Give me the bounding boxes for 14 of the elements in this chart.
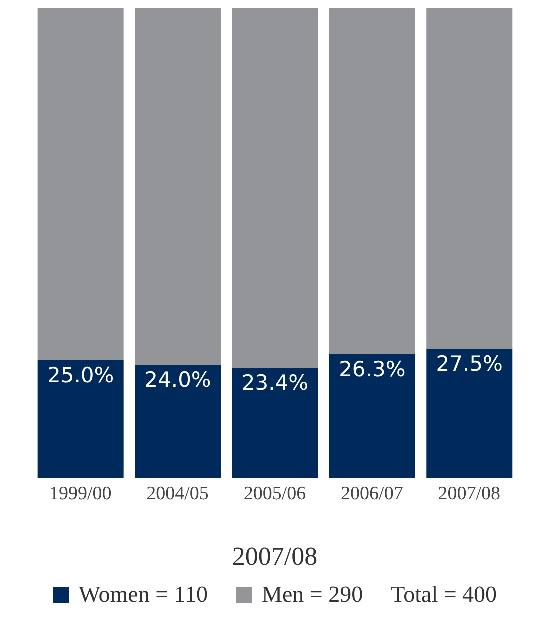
data-label: 25.0% (47, 364, 114, 388)
x-tick-label: 1999/00 (49, 483, 112, 504)
x-tick-label: 2007/08 (438, 483, 501, 504)
data-label: 26.3% (339, 357, 406, 382)
text: Total = 400 (391, 582, 498, 608)
data-label: 27.5% (436, 352, 503, 376)
legend-label: Women = 110 (78, 582, 208, 608)
x-tick-label: 2006/07 (341, 483, 404, 504)
data-label: 23.4% (242, 371, 309, 396)
legend-title: 2007/08 (231, 542, 319, 572)
data-label: 24.0% (144, 368, 212, 392)
x-tick-label: 2005/06 (244, 483, 306, 504)
x-tick-label: 2004/05 (146, 483, 209, 504)
legend-label: Men = 290 (261, 582, 364, 608)
